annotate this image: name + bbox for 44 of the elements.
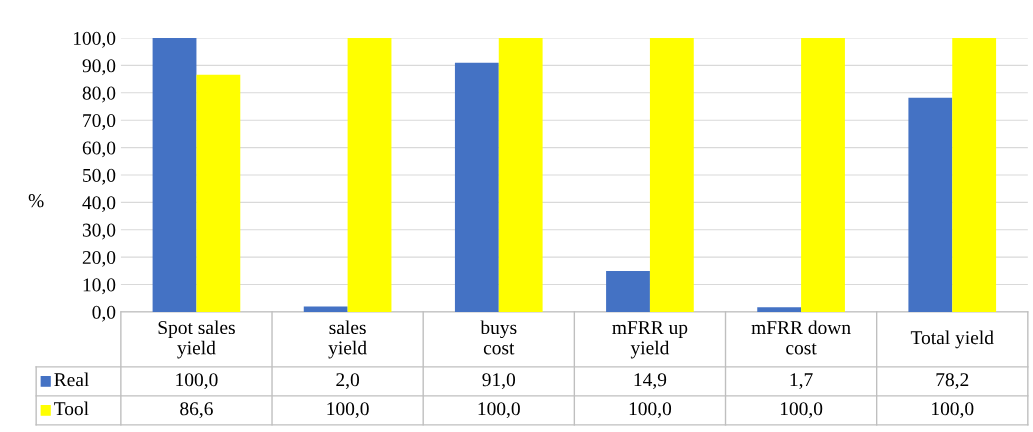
y-tick-label: 0,0 bbox=[92, 305, 116, 322]
bar bbox=[498, 38, 543, 312]
y-tick-label: 60,0 bbox=[82, 141, 116, 158]
data-label: 86,6 bbox=[180, 402, 213, 419]
data-label: 78,2 bbox=[936, 373, 969, 390]
data-label: 100,0 bbox=[478, 402, 520, 419]
bar bbox=[908, 97, 953, 312]
bar bbox=[649, 38, 694, 312]
data-label: 100,0 bbox=[932, 402, 974, 419]
x-tick-label: buys cost bbox=[480, 320, 517, 355]
legend-label: Real bbox=[54, 372, 89, 387]
y-tick-label: 40,0 bbox=[82, 196, 116, 213]
x-tick-label: Total yield bbox=[910, 330, 994, 349]
y-tick-label: 10,0 bbox=[83, 278, 116, 295]
y-tick-label: 90,0 bbox=[82, 59, 116, 76]
legend-label: Tool bbox=[54, 401, 89, 416]
data-label: 2,0 bbox=[336, 373, 360, 390]
bar bbox=[454, 62, 499, 312]
bar bbox=[196, 74, 241, 312]
y-tick-label: 50,0 bbox=[83, 168, 116, 185]
bar bbox=[152, 38, 197, 312]
bar bbox=[606, 271, 650, 312]
y-axis-title: % bbox=[28, 194, 44, 208]
x-tick-label: sales yield bbox=[328, 320, 367, 359]
y-tick-label: 70,0 bbox=[83, 114, 116, 130]
data-label: 100,0 bbox=[327, 402, 369, 419]
data-label: 1,7 bbox=[790, 373, 813, 390]
x-tick-label: Spot sales yield bbox=[158, 320, 235, 359]
data-label: 91,0 bbox=[482, 373, 516, 390]
bar bbox=[347, 38, 392, 312]
bar bbox=[757, 307, 802, 312]
x-tick-label: mFRR down cost bbox=[751, 320, 851, 355]
y-tick-label: 80,0 bbox=[82, 86, 116, 103]
x-tick-label: mFRR up yield bbox=[612, 321, 688, 359]
data-label: 14,9 bbox=[634, 373, 667, 390]
y-tick-label: 30,0 bbox=[82, 223, 116, 240]
bar bbox=[801, 38, 845, 312]
bar bbox=[952, 38, 997, 312]
data-label: 100,0 bbox=[176, 373, 218, 390]
data-label: 100,0 bbox=[780, 402, 823, 419]
bar bbox=[303, 306, 348, 312]
data-label: 100,0 bbox=[629, 402, 672, 419]
y-tick-label: 20,0 bbox=[82, 250, 116, 267]
y-tick-label: 100,0 bbox=[73, 31, 116, 48]
